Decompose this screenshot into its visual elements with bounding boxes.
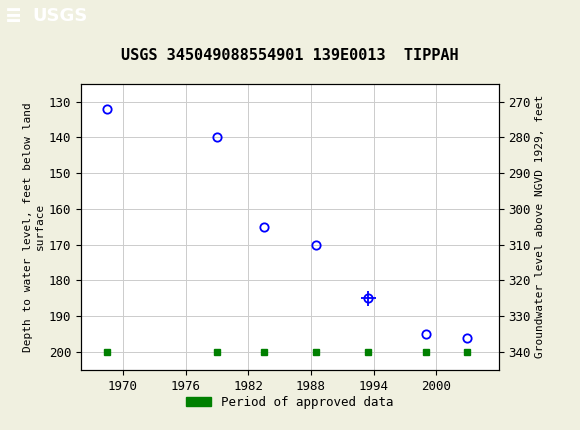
Text: ≡: ≡ [6,4,21,28]
Text: USGS 345049088554901 139E0013  TIPPAH: USGS 345049088554901 139E0013 TIPPAH [121,49,459,63]
Text: USGS: USGS [32,7,87,25]
Y-axis label: Groundwater level above NGVD 1929, feet: Groundwater level above NGVD 1929, feet [535,95,545,359]
Legend: Period of approved data: Period of approved data [182,390,399,414]
Y-axis label: Depth to water level, feet below land
surface: Depth to water level, feet below land su… [23,102,45,352]
